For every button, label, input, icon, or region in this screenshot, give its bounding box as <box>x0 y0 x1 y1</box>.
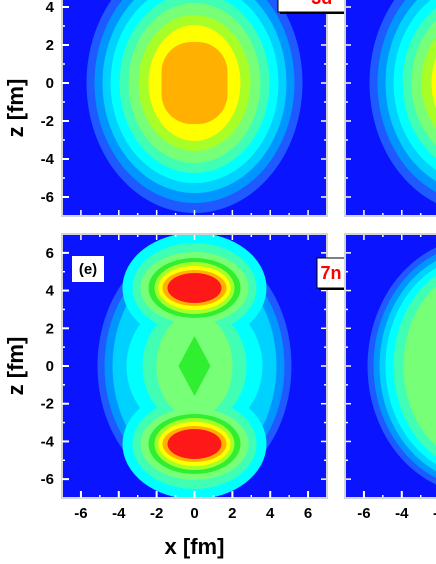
contour-plot <box>345 234 436 498</box>
panel-label-box <box>72 256 104 282</box>
x-tick-label: -6 <box>357 505 370 522</box>
y-tick-label: 0 <box>46 358 54 375</box>
x-tick-label: -2 <box>433 505 436 522</box>
y-axis-label: z [fm] <box>3 79 28 138</box>
y-tick-label: 2 <box>46 320 54 337</box>
contour-plot <box>345 0 436 216</box>
y-tick-label: 4 <box>46 283 55 300</box>
x-tick-label: -4 <box>112 505 126 522</box>
y-tick-label: -2 <box>41 396 54 413</box>
x-tick-label: -2 <box>150 505 163 522</box>
y-axis-label: z [fm] <box>3 337 28 396</box>
panel-label: (e) <box>79 261 97 278</box>
contour-band <box>421 37 436 129</box>
y-tick-label: 0 <box>46 75 54 92</box>
contour-band <box>403 286 436 446</box>
plot-frame <box>344 0 436 217</box>
plot-frame <box>344 233 436 499</box>
contour-band <box>178 336 211 396</box>
contour-band <box>167 429 222 459</box>
contour-band <box>167 273 222 303</box>
y-tick-label: 2 <box>46 37 54 54</box>
contour-plot <box>62 0 327 216</box>
x-tick-label: 6 <box>304 505 312 522</box>
x-tick-label: -6 <box>74 505 87 522</box>
y-tick-label: -6 <box>41 189 54 206</box>
contour-plot <box>62 234 327 498</box>
y-tick-label: 6 <box>46 245 54 262</box>
y-tick-label: 4 <box>46 0 55 16</box>
contour-band <box>161 42 228 124</box>
annotation: 7n <box>320 263 341 283</box>
y-tick-label: -4 <box>41 151 55 168</box>
x-axis-label: x [fm] <box>165 534 225 559</box>
y-tick-label: -2 <box>41 113 54 130</box>
x-tick-label: 0 <box>190 505 198 522</box>
contour-band <box>431 58 436 108</box>
x-tick-label: -4 <box>395 505 409 522</box>
x-tick-label: 2 <box>228 505 236 522</box>
y-tick-label: -6 <box>41 471 54 488</box>
y-tick-label: -4 <box>41 433 55 450</box>
x-tick-label: 4 <box>266 505 275 522</box>
annotation: 3d⁻¹n <box>311 0 359 8</box>
